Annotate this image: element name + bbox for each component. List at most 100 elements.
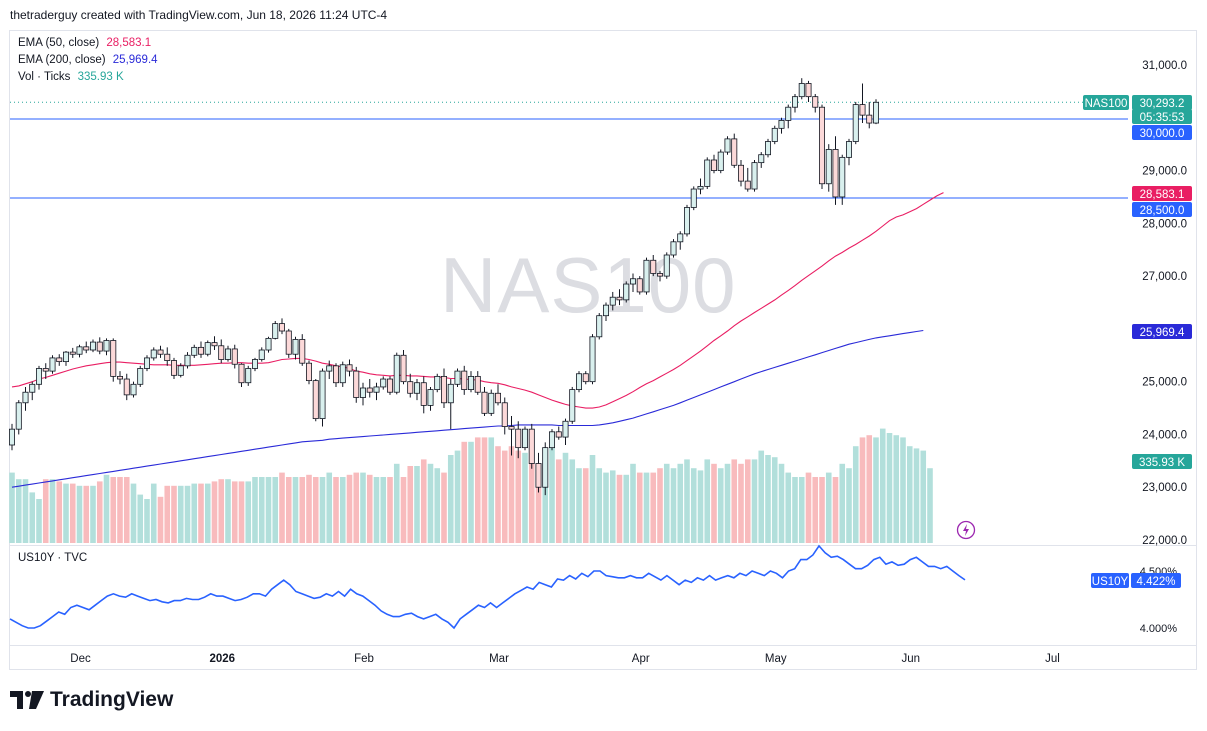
- volume-bar: [42, 479, 49, 543]
- volume-bar: [211, 481, 218, 543]
- volume-bar: [711, 463, 717, 543]
- candle: [765, 138, 772, 158]
- candle-body: [177, 365, 184, 376]
- candle: [96, 337, 103, 355]
- volume-bar: [252, 477, 258, 543]
- volume-bar: [191, 483, 198, 543]
- volume-bar: [22, 479, 29, 543]
- price-tag-bg: [1132, 324, 1192, 339]
- candle: [582, 371, 589, 385]
- legend-ema200[interactable]: EMA (200, close) 25,969.4: [18, 52, 162, 69]
- candle: [488, 389, 495, 416]
- volume-bar: [522, 452, 528, 543]
- candle-body: [528, 428, 535, 464]
- candle-body: [251, 359, 258, 369]
- candle-body: [744, 180, 751, 190]
- volume-bar: [684, 459, 690, 543]
- candle: [123, 373, 130, 401]
- candle-body: [117, 375, 124, 380]
- candle-body: [258, 349, 265, 360]
- candle-body: [704, 159, 711, 187]
- volume-bar: [785, 472, 792, 543]
- volume-bar: [103, 474, 110, 543]
- candle-body: [434, 375, 441, 390]
- candle-body: [771, 127, 778, 142]
- candle-body: [137, 368, 144, 385]
- candle-body: [8, 428, 15, 446]
- candle-body: [643, 259, 650, 293]
- candle: [825, 144, 832, 192]
- price-tag-last-price: 30,293.2: [1132, 95, 1192, 110]
- us10y-legend[interactable]: US10Y · TVC: [18, 552, 88, 564]
- volume-bar: [717, 468, 724, 543]
- volume-bar: [49, 479, 56, 543]
- volume-bar: [15, 479, 22, 543]
- tradingview-logo[interactable]: TradingView: [10, 688, 173, 712]
- volume-bar: [29, 492, 36, 543]
- price-chart[interactable]: 22,000.023,000.024,000.025,000.026,000.0…: [0, 0, 1207, 680]
- volume-bars: [9, 428, 933, 543]
- volume-bar: [873, 437, 879, 543]
- volume-bar: [515, 450, 522, 543]
- volume-bar: [238, 481, 245, 543]
- candle: [272, 320, 279, 340]
- candle-body: [427, 389, 434, 406]
- candle-body: [278, 323, 285, 332]
- pane-separator[interactable]: [10, 545, 1197, 546]
- time-axis-separator: [10, 645, 1197, 646]
- candle: [812, 94, 819, 113]
- volume-bar: [373, 477, 380, 543]
- tradingview-logo-text: TradingView: [50, 688, 174, 711]
- candle-body: [123, 378, 130, 396]
- volume-bar: [306, 474, 312, 543]
- time-axis-label: Dec: [70, 653, 91, 665]
- candle: [184, 352, 191, 369]
- candle: [474, 371, 481, 395]
- candle-body: [319, 370, 326, 420]
- volume-bar: [171, 485, 177, 543]
- volume-bar: [616, 474, 623, 543]
- candle: [528, 423, 535, 469]
- legend-ema50[interactable]: EMA (50, close) 28,583.1: [18, 35, 162, 52]
- candle: [467, 371, 474, 393]
- time-axis-label: Jul: [1045, 653, 1060, 665]
- candle-body: [846, 141, 853, 158]
- candle-body: [42, 368, 49, 372]
- candle-body: [312, 380, 319, 420]
- candle-body: [83, 346, 90, 351]
- candle: [90, 339, 97, 353]
- candle-body: [461, 370, 468, 390]
- volume-bar: [886, 433, 893, 543]
- price-tag-bg: [1132, 202, 1192, 217]
- candle: [852, 101, 859, 145]
- volume-bar: [434, 468, 441, 543]
- candle-body: [724, 138, 731, 153]
- volume-bar: [299, 477, 306, 543]
- volume-bar: [150, 483, 157, 543]
- volume-bar: [852, 446, 859, 543]
- volume-bar: [427, 463, 434, 543]
- candle: [508, 415, 515, 456]
- volume-bar: [177, 485, 184, 543]
- candle: [218, 339, 225, 364]
- candle-body: [690, 188, 697, 208]
- price-tag-bg: [1132, 95, 1192, 110]
- candle-body: [150, 349, 157, 359]
- volume-bar: [805, 472, 812, 543]
- candle-body: [245, 368, 252, 384]
- candle: [623, 281, 630, 303]
- legend-volume-value: 335.93 K: [77, 71, 124, 83]
- symbol-watermark: NAS100: [440, 241, 737, 329]
- legend-volume[interactable]: Vol · Ticks 335.93 K: [18, 69, 162, 86]
- candle-body: [305, 362, 312, 382]
- candle: [677, 231, 684, 250]
- candle-body: [859, 104, 866, 116]
- candle: [670, 239, 677, 258]
- volume-bar: [576, 468, 582, 543]
- price-axis-tick-label: 27,000.0: [1142, 271, 1187, 283]
- volume-bar: [643, 472, 650, 543]
- volume-bar: [441, 472, 447, 543]
- candle: [798, 78, 805, 100]
- candle: [15, 400, 22, 435]
- candle-body: [832, 149, 839, 198]
